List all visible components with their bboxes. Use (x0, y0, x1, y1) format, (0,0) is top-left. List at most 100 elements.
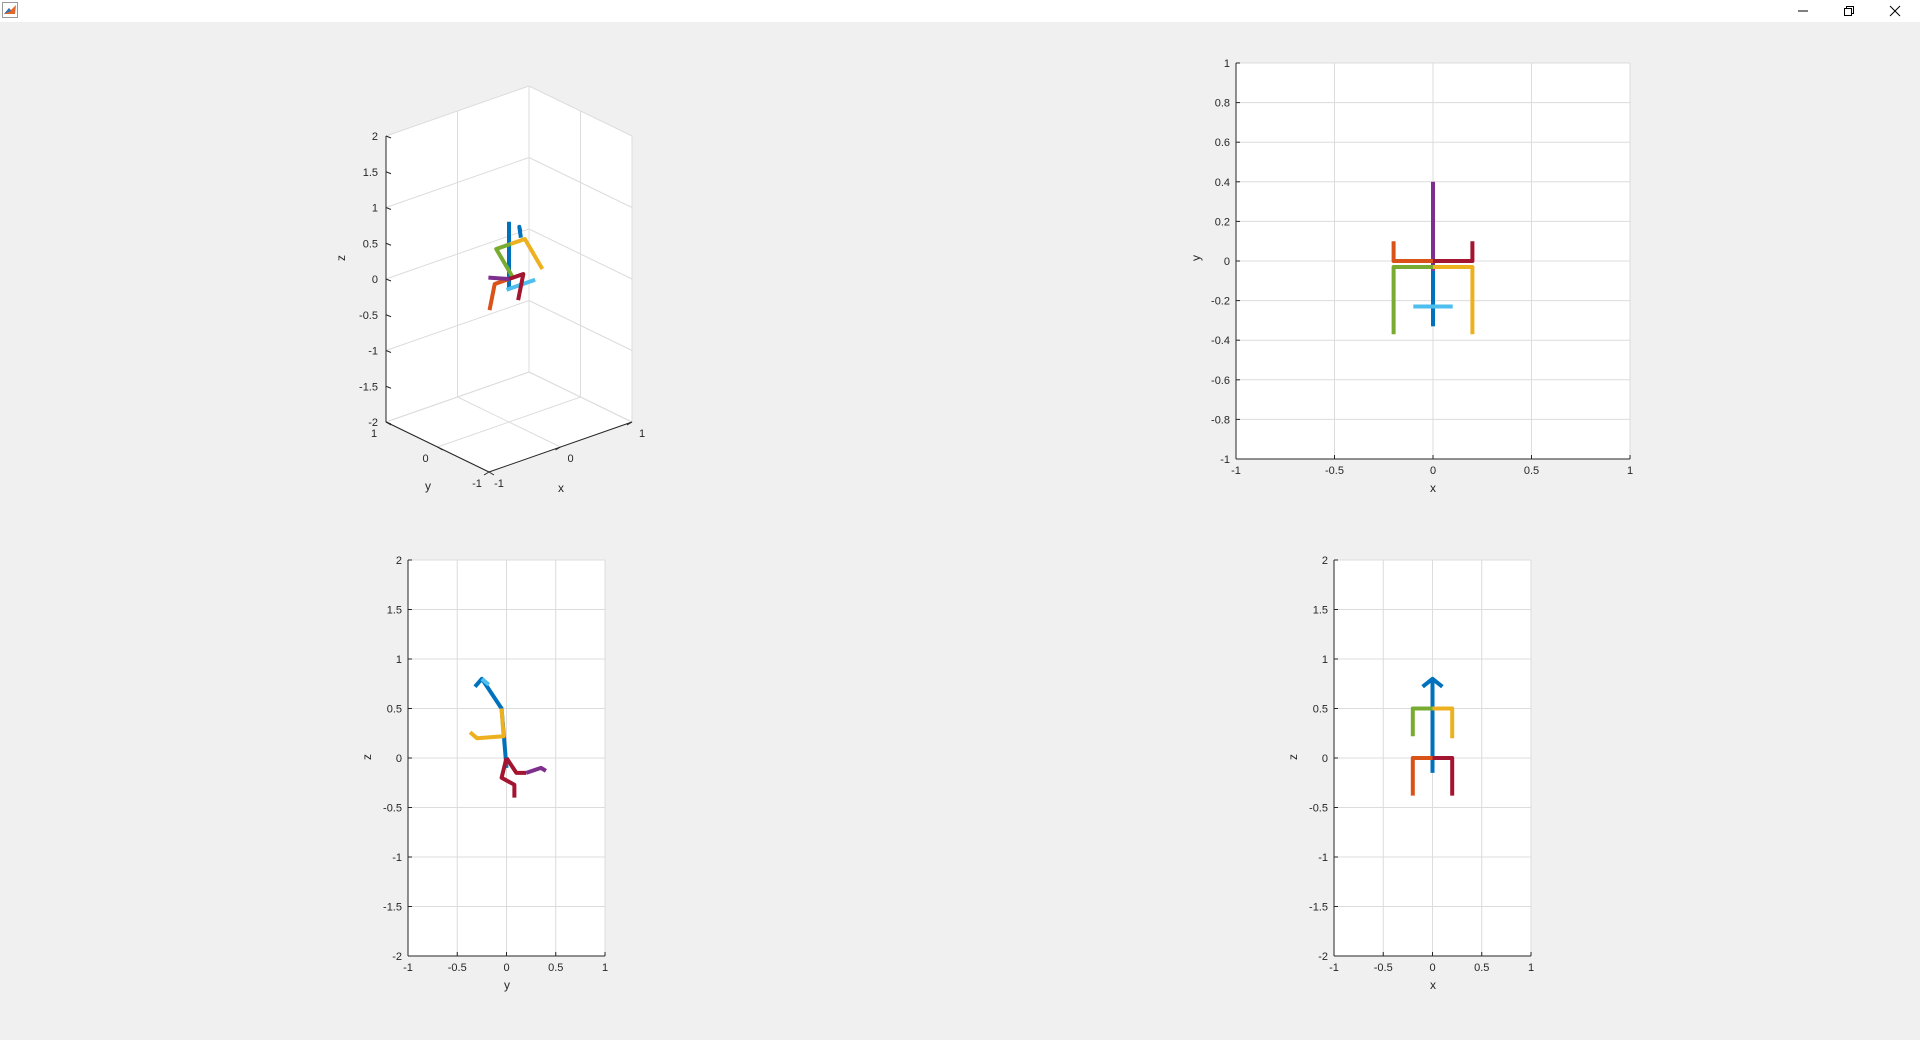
axes-xz-ytick-label: 1.5 (1313, 605, 1328, 617)
figure-canvas[interactable]: -101-101-2-1.5-1-0.500.511.52 x y z -1 -0… (0, 22, 1920, 1040)
axes-3d-segment-3 (494, 242, 516, 280)
axes-xy-xtick-label: 0.5 (1524, 465, 1539, 477)
axes-3d-grid-line (528, 157, 633, 208)
axes-3d[interactable]: -101-101-2-1.5-1-0.500.511.52 x y z (334, 85, 645, 495)
axes-yz-ytick-label: 0 (396, 753, 402, 765)
minimize-button[interactable] (1780, 0, 1826, 22)
axes-3d-ztick-label: -2 (368, 417, 378, 429)
axes-3d-ytick-mark (488, 471, 495, 476)
close-button[interactable] (1872, 0, 1918, 22)
axes-xy-ytick-label: -1 (1220, 454, 1230, 466)
axes-3d-grid-line (528, 85, 633, 137)
axes-3d-grid-line (437, 396, 581, 448)
axes-xy[interactable]: -1 -0.5 0 0.5 1 -1 -0.8 -0.6 -0.4 -0.2 0 0.2 0.4 0.6 0… (1189, 58, 1633, 495)
axes-3d-zlabel: z (334, 255, 348, 261)
axes-xy-ytick-label: 0 (1224, 256, 1230, 268)
axes-3d-xtick-label: -1 (494, 478, 504, 490)
axes-3d-segment-1 (517, 224, 523, 238)
axes-xy-xtick-label: -0.5 (1325, 465, 1344, 477)
axes-yz-xlabel: y (504, 978, 510, 992)
axes-3d-ztick-mark (385, 242, 392, 246)
axes-yz-segment-5 (525, 765, 547, 775)
axes-xy-ytick-label: 0.6 (1215, 137, 1230, 149)
axes-3d-xtick-label: 1 (639, 428, 645, 440)
axes-yz-ytick-label: 1.5 (387, 605, 402, 617)
axes-xy-ylabel: y (1189, 255, 1203, 261)
axes-yz-xtick-label: -1 (403, 962, 413, 974)
axes-xy-segment-4 (1433, 241, 1475, 263)
axes-xz-xtick-label: -0.5 (1374, 962, 1393, 974)
axes-3d-ztick-label: 0 (372, 274, 378, 286)
restore-icon (1844, 6, 1854, 16)
axes-3d-grid-line (385, 371, 530, 423)
axes-3d-ticks: -101-101-2-1.5-1-0.500.511.52 (359, 131, 645, 490)
axes-xy-xtick-label: 0 (1430, 465, 1436, 477)
axes-yz-xtick-label: 1 (602, 962, 608, 974)
axes-3d-ztick-mark (385, 171, 392, 175)
axes-xz-ytick-label: 2 (1322, 555, 1328, 567)
axes-3d-segment-6 (508, 272, 526, 301)
axes-3d-ztick-mark (385, 350, 392, 353)
axes-xz-ytick-label: 0 (1322, 753, 1328, 765)
axes-yz-segment-0 (473, 676, 509, 769)
axes-yz-ytick-label: -1 (392, 852, 402, 864)
axes-yz-ytick-label: -1.5 (383, 902, 402, 914)
axes-3d-xtick-label: 0 (567, 453, 573, 465)
axes-xy-ytick-label: -0.6 (1211, 375, 1230, 387)
axes-yz-ytick-label: -2 (392, 951, 402, 963)
axes-xz-ytick-label: -2 (1318, 951, 1328, 963)
axes-3d-ytick-label: -1 (472, 478, 482, 490)
axes-yz-ytick-label: -0.5 (383, 803, 402, 815)
axes-3d-grid (385, 85, 633, 473)
axes-xz-segment-5 (1432, 756, 1455, 796)
axes-3d-ztick-label: 1 (372, 203, 378, 215)
axes-3d-ylabel: y (425, 479, 431, 493)
axes-xz-ytick-label: 0.5 (1313, 704, 1328, 716)
axes-3d-ytick-label: 0 (422, 453, 428, 465)
axes-3d-grid-line (385, 228, 530, 280)
axes-3d-ztick-mark (385, 135, 392, 139)
axes-xy-segment-5 (1391, 264, 1433, 335)
axes-3d-ztick-label: 2 (372, 131, 378, 143)
axes-3d-ztick-label: -1 (368, 346, 378, 358)
axes-yz-segment-3 (499, 757, 517, 798)
restore-button[interactable] (1826, 0, 1872, 22)
minimize-icon (1798, 10, 1808, 12)
axes-xy-ytick-label: -0.2 (1211, 296, 1230, 308)
axes-3d-xlabel: x (558, 481, 564, 495)
axes-xy-xlabel: x (1430, 481, 1436, 495)
axes-xy-segment-6 (1433, 264, 1475, 335)
matlab-app-icon (2, 2, 18, 18)
axes-yz[interactable]: -1 -0.5 0 0.5 1 -2 -1.5 -1 -0.5 0 0.5 1 1.5 2 y z (360, 555, 608, 992)
axes-yz-segment-4 (504, 756, 527, 775)
title-bar (0, 0, 1920, 22)
axes-xy-segment-3 (1391, 241, 1433, 263)
axes-3d-ztick-mark (385, 421, 392, 425)
axes-3d-ytick-mark (437, 446, 443, 451)
axes-yz-segment-2 (468, 708, 506, 741)
axes-3d-ztick-label: -0.5 (359, 310, 378, 322)
axes-xy-ytick-label: -0.4 (1211, 335, 1230, 347)
axes-yz-ytick-label: 1 (396, 654, 402, 666)
axes-yz-ytick-label: 2 (396, 555, 402, 567)
axes-3d-grid-line (385, 300, 530, 351)
axes-xz-segment-2 (1410, 706, 1433, 737)
axes-xy-xtick-label: 1 (1627, 465, 1633, 477)
axes-xz[interactable]: -1 -0.5 0 0.5 1 -2 -1.5 -1 -0.5 0 0.5 1 1.5 2 x z (1286, 555, 1534, 992)
axes-3d-xtick-mark (626, 421, 633, 426)
axes-xz-xtick-label: 1 (1528, 962, 1534, 974)
axes-3d-ztick-mark (385, 385, 392, 389)
axes-yz-ytick-label: 0.5 (387, 704, 402, 716)
axes-3d-grid-line (528, 228, 633, 280)
axes-xy-xtick-label: -1 (1231, 465, 1241, 477)
axes-xz-ytick-label: -0.5 (1309, 803, 1328, 815)
axes-3d-lines (487, 221, 545, 311)
axes-xy-ytick-label: 0.4 (1215, 177, 1230, 189)
axes-xz-ytick-label: 1 (1322, 654, 1328, 666)
axes-xy-ytick-label: 1 (1224, 58, 1230, 70)
axes-3d-xtick-mark (555, 446, 561, 451)
axes-yz-ylabel: z (360, 754, 374, 760)
axes-3d-ztick-label: 1.5 (363, 167, 378, 179)
axes-xz-ytick-label: -1 (1318, 852, 1328, 864)
axes-3d-ytick-label: 1 (371, 428, 377, 440)
